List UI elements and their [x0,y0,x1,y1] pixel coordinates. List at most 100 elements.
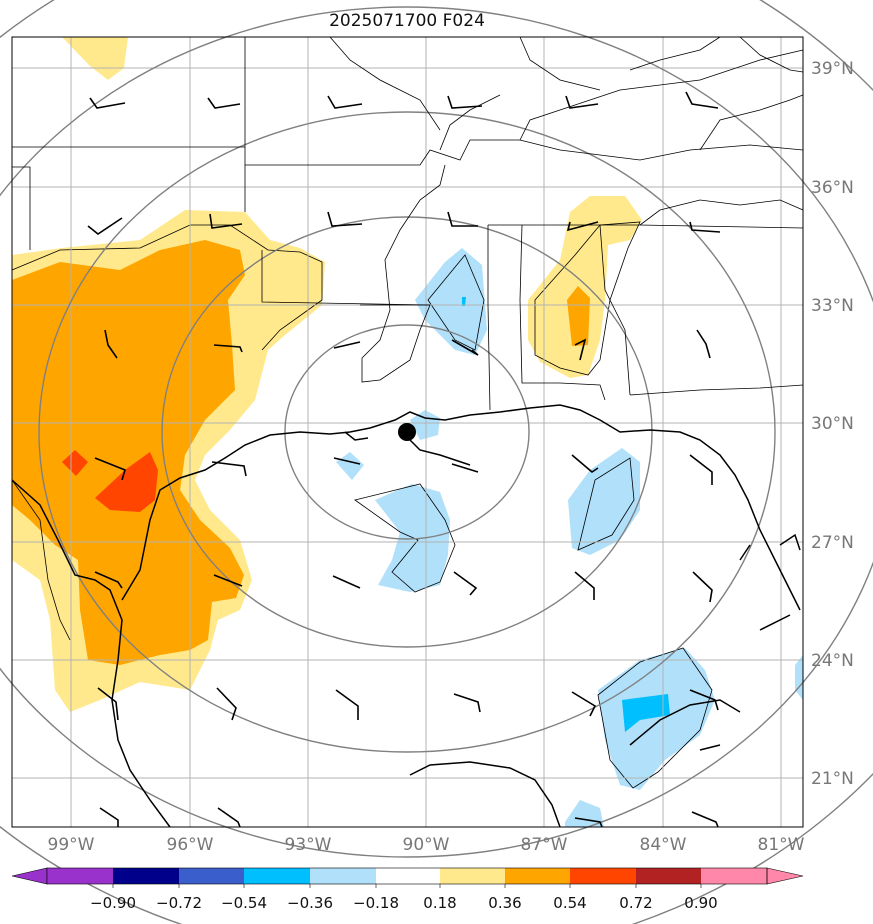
colorbar-tick-label: 0.90 [684,894,717,912]
shade-center-yellow [528,196,642,378]
wind-barb [447,95,483,109]
lat-label: 36°N [811,178,854,198]
shade-texas-red-small [62,450,88,476]
wind-barb [692,571,713,603]
colorbar: −0.90 −0.72 −0.54 −0.36 −0.18 0.18 0.36 … [11,867,804,912]
range-ring-2 [161,216,653,648]
wind-barb [94,571,123,589]
colorbar-tick-label: 0.36 [488,894,521,912]
wind-barb [565,95,599,109]
wind-barb [87,217,123,235]
wind-barb [451,463,479,473]
lon-label: 87°W [521,835,568,855]
wind-barb [574,817,603,828]
lat-label: 21°N [811,769,854,789]
wind-barb [99,807,119,827]
wind-barb [447,211,478,227]
lat-label: 24°N [811,651,854,671]
colorbar-bin [113,868,179,884]
shade-se-cyan [622,694,670,732]
shade-mouth-blue [410,410,440,440]
shade-bottom-blue [565,800,604,827]
wind-barb [216,687,237,721]
wind-barb [689,454,713,485]
wind-barb [333,341,361,349]
shaded-field [12,37,803,827]
wind-barb [327,95,363,109]
wind-barb [217,807,241,828]
shade-se-blue [598,648,715,790]
range-ring-3 [38,111,776,753]
wind-barb [211,461,247,477]
wind-barb [574,338,587,361]
wind-barb [691,811,719,828]
colorbar-tick-label: −0.72 [156,894,202,912]
colorbar-bin [244,868,310,884]
colorbar-tick-label: −0.90 [90,894,136,912]
wind-barb [451,339,479,356]
wind-barb [453,693,481,713]
wind-barb [571,454,599,474]
colorbar-bin [636,868,701,884]
colorbar-tick-label: −0.54 [221,894,267,912]
colorbar-bin [505,868,570,884]
colorbar-bin [310,868,376,884]
colorbar-tick-label: −0.18 [353,894,399,912]
shade-top-left-yellow [62,37,128,80]
colorbar-bin [376,868,440,884]
wind-barb [207,97,241,109]
lon-label: 81°W [758,835,805,855]
lon-label: 93°W [285,835,332,855]
shade-gulf-blue-small [336,452,364,480]
colorbar-tick-label: 0.18 [423,894,456,912]
wind-barb [571,691,597,717]
colorbar-tick-label: 0.72 [619,894,652,912]
figure-title: 2025071700 F024 [329,11,485,31]
colorbar-extend-high [766,867,804,885]
range-ring-1 [284,324,530,540]
colorbar-bin [47,868,113,884]
lon-label: 84°W [640,835,687,855]
wind-barb [574,571,595,600]
wind-barb [696,329,711,359]
lat-label: 27°N [811,533,854,553]
shade-texas-orange [12,240,245,665]
shade-north-cyan-dot [462,297,466,306]
wind-barb [209,213,243,229]
wind-barb [689,689,719,711]
wind-barb [97,687,119,721]
lon-label: 96°W [167,835,214,855]
colorbar-bin [440,868,505,884]
lat-label: 33°N [811,296,854,316]
coastline [11,404,801,828]
contour-lines [11,221,713,789]
map-frame [11,36,804,828]
lat-label: 30°N [811,414,854,434]
latitude-labels: 39°N 36°N 33°N 30°N 27°N 24°N 21°N [811,59,854,789]
wind-barb [213,574,243,587]
range-ring-4 [0,6,873,858]
colorbar-tick-label: −0.36 [287,894,333,912]
center-marker [398,423,416,441]
wind-barb [332,575,361,589]
shade-texas-red [95,452,158,512]
longitude-labels: 99°W 96°W 93°W 90°W 87°W 84°W 81°W [48,835,805,855]
wind-barb [689,221,721,233]
wind-barb [566,221,599,232]
shade-gulf-blue-center [375,484,450,592]
wind-barb [333,457,361,465]
lon-label: 90°W [403,835,450,855]
colorbar-extend-low [11,867,48,885]
shade-north-blue [415,248,487,355]
wind-barbs [87,91,721,828]
wind-barb [335,689,359,720]
wind-barb [453,571,478,596]
wind-barb [685,91,719,109]
wind-barb [89,97,126,109]
wind-barb [94,457,126,481]
wind-barb [213,344,243,353]
state-borders [12,36,804,411]
